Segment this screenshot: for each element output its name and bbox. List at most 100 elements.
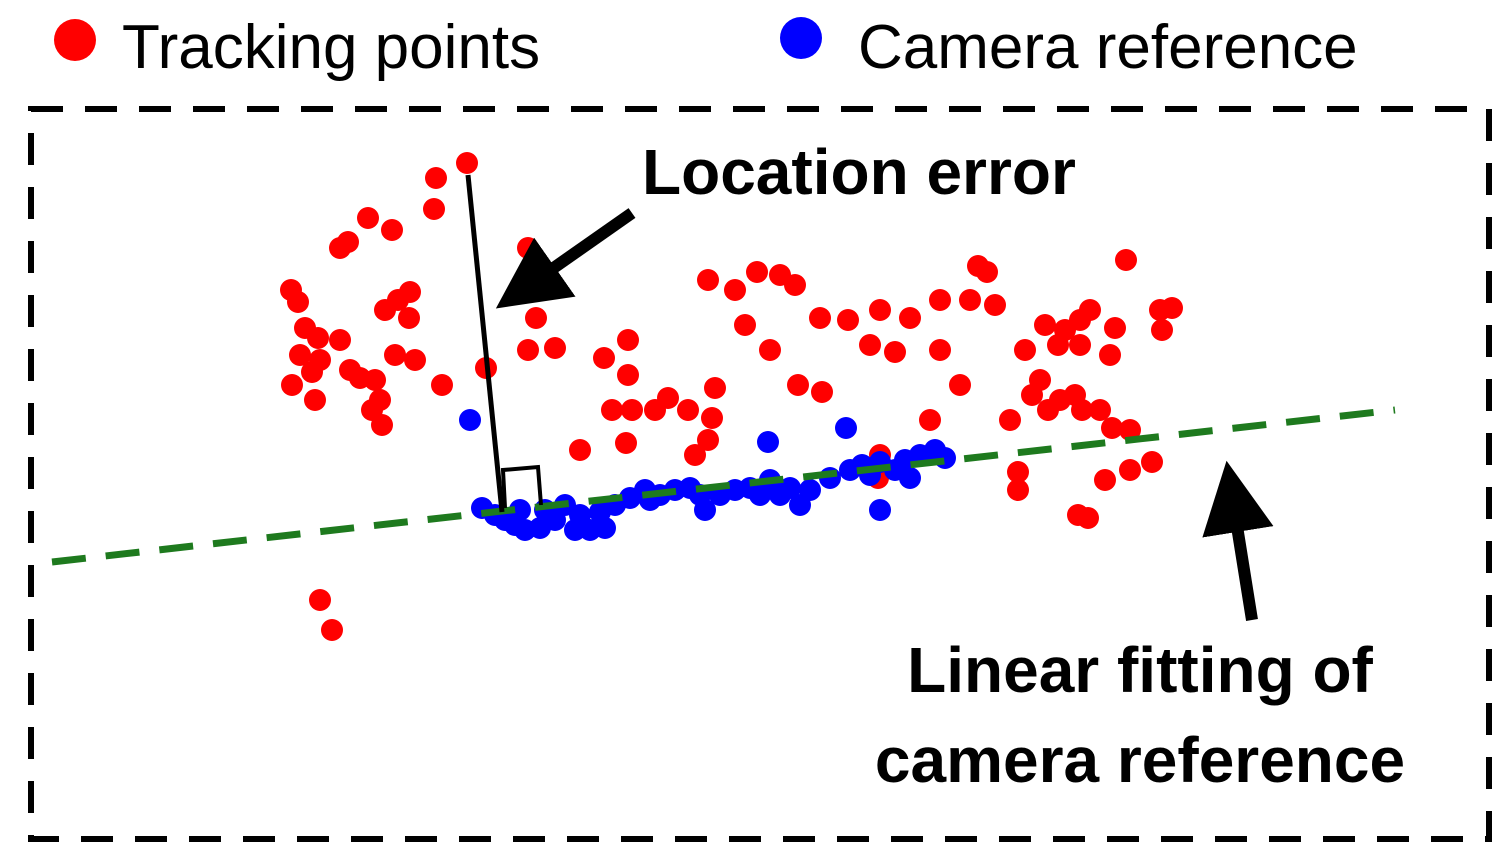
- dot: [569, 504, 591, 526]
- legend-label: Camera reference: [858, 13, 1358, 82]
- dot: [425, 167, 447, 189]
- dot: [1151, 319, 1173, 341]
- dot: [976, 261, 998, 283]
- dot: [734, 314, 756, 336]
- dot: [1104, 317, 1126, 339]
- dot: [929, 289, 951, 311]
- dot: [287, 291, 309, 313]
- dot: [697, 429, 719, 451]
- dot: [1161, 297, 1183, 319]
- dot: [784, 274, 806, 296]
- dot: [835, 417, 857, 439]
- dot: [364, 369, 386, 391]
- dot: [809, 307, 831, 329]
- dot: [1071, 399, 1093, 421]
- dot: [423, 198, 445, 220]
- dot: [684, 444, 706, 466]
- dot: [1069, 334, 1091, 356]
- dot: [517, 339, 539, 361]
- dot: [759, 339, 781, 361]
- dot: [837, 309, 859, 331]
- dot: [1021, 384, 1043, 406]
- dot: [304, 389, 326, 411]
- right-angle: [500, 464, 543, 509]
- dot: [593, 347, 615, 369]
- dot: [1007, 479, 1029, 501]
- dot: [381, 219, 403, 241]
- dot: [859, 334, 881, 356]
- dot: [1014, 339, 1036, 361]
- legend-swatch: [780, 17, 822, 59]
- dot: [1089, 399, 1111, 421]
- arrow: [495, 208, 636, 309]
- dot: [999, 409, 1021, 431]
- dot: [617, 364, 639, 386]
- dot: [724, 279, 746, 301]
- dot: [615, 432, 637, 454]
- dot: [589, 501, 611, 523]
- dot: [456, 152, 478, 174]
- dot: [929, 339, 951, 361]
- dot: [357, 207, 379, 229]
- tracking-points: [280, 152, 1183, 641]
- dot: [329, 329, 351, 351]
- dot: [919, 409, 941, 431]
- dot: [701, 407, 723, 429]
- dot: [621, 399, 643, 421]
- dot: [459, 409, 481, 431]
- dot: [517, 237, 539, 259]
- dot: [1119, 459, 1141, 481]
- dot: [431, 374, 453, 396]
- dot: [749, 484, 771, 506]
- dot: [525, 307, 547, 329]
- dot: [1115, 249, 1137, 271]
- dot: [309, 589, 331, 611]
- dot: [321, 619, 343, 641]
- annotation: Location error: [642, 136, 1076, 208]
- frame: [28, 106, 1492, 842]
- dot: [384, 344, 406, 366]
- annotation: Linear fitting of: [907, 634, 1373, 706]
- dot: [657, 387, 679, 409]
- dot: [1034, 314, 1056, 336]
- dot: [811, 381, 833, 403]
- dot: [404, 349, 426, 371]
- dot: [704, 377, 726, 399]
- dot: [1141, 451, 1163, 473]
- dot: [1099, 344, 1121, 366]
- dot: [289, 344, 311, 366]
- dot: [329, 237, 351, 259]
- dot: [757, 431, 779, 453]
- annotation: camera reference: [875, 724, 1405, 796]
- dot: [677, 399, 699, 421]
- dot: [1094, 469, 1116, 491]
- legend-label: Tracking points: [122, 13, 540, 82]
- dot: [1077, 507, 1099, 529]
- dot: [1119, 419, 1141, 441]
- dot: [544, 337, 566, 359]
- dot: [371, 414, 393, 436]
- dot: [779, 477, 801, 499]
- dot: [601, 399, 623, 421]
- dot: [569, 439, 591, 461]
- dot: [301, 361, 323, 383]
- dot: [374, 299, 396, 321]
- dot: [984, 294, 1006, 316]
- dot: [884, 341, 906, 363]
- dot: [307, 327, 329, 349]
- dot: [1007, 461, 1029, 483]
- dot: [949, 374, 971, 396]
- dot: [899, 307, 921, 329]
- dot: [1079, 299, 1101, 321]
- dot: [617, 329, 639, 351]
- dot: [281, 374, 303, 396]
- dot: [697, 269, 719, 291]
- dot: [869, 299, 891, 321]
- dot: [509, 499, 531, 521]
- dot: [746, 261, 768, 283]
- error-line: [465, 174, 505, 513]
- dot: [398, 307, 420, 329]
- dot: [959, 289, 981, 311]
- dot: [787, 374, 809, 396]
